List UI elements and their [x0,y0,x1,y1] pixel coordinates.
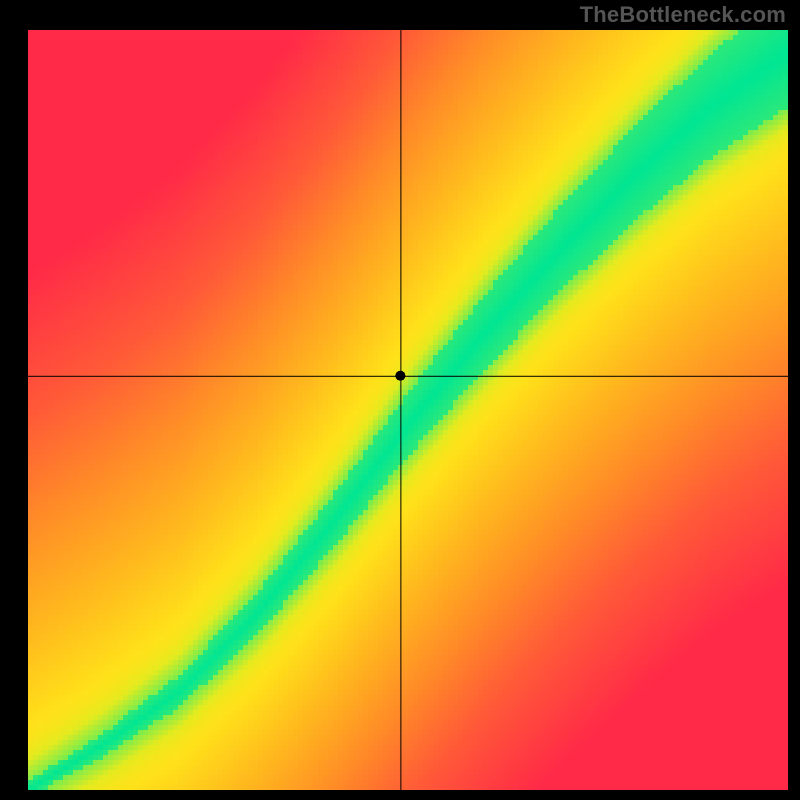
heatmap-canvas [28,30,788,790]
watermark-text: TheBottleneck.com [580,2,786,28]
chart-container: TheBottleneck.com [0,0,800,800]
chart-area [28,30,788,790]
